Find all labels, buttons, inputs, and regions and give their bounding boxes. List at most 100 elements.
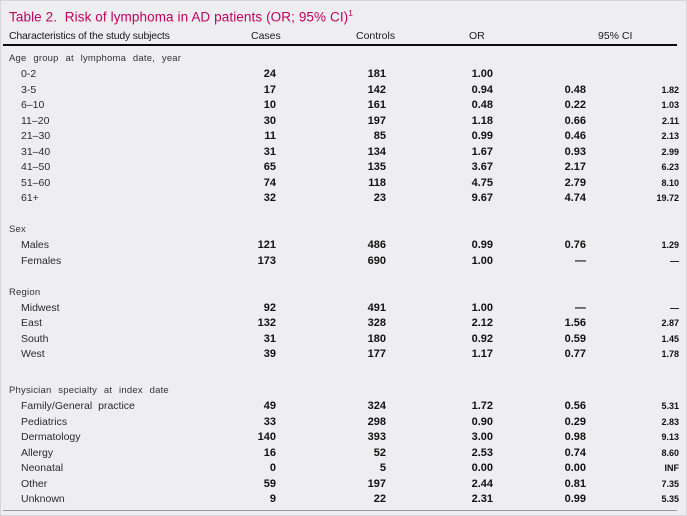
row-label: 21–30: [21, 130, 51, 143]
cell-ci-lower: —: [575, 301, 586, 314]
cell-controls: 161: [367, 99, 386, 112]
row-label: Neonatal: [21, 462, 64, 475]
cell-cases: 10: [263, 99, 276, 112]
cell-ci-upper: —: [670, 302, 679, 313]
row-label: Family/General practice: [21, 400, 135, 413]
row-label: Midwest: [21, 301, 60, 314]
cell-cases: 74: [263, 176, 276, 189]
row-label: 3-5: [21, 83, 37, 96]
cell-cases: 65: [263, 161, 276, 174]
cell-controls: 298: [367, 415, 386, 428]
row-label: South: [21, 332, 49, 345]
cell-cases: 59: [263, 477, 276, 490]
cell-controls: 197: [367, 114, 386, 127]
table-row: Neonatal 0 5 0.00 0.00 INF: [9, 461, 679, 477]
table-row: Other 59 197 2.44 0.81 7.35: [9, 476, 679, 492]
cell-ci-lower: 1.56: [564, 317, 586, 330]
row-label: 6–10: [21, 99, 45, 112]
cell-or: 2.44: [471, 477, 493, 490]
cell-ci-lower: 0.22: [564, 99, 586, 112]
cell-or: 0.00: [471, 462, 493, 475]
cell-cases: 92: [263, 301, 276, 314]
table-section: Sex Males 121 486 0.99 0.76 1.29 Females 173 690 1…: [9, 222, 679, 269]
cell-ci-upper: 2.99: [661, 146, 679, 157]
cell-ci-lower: —: [575, 254, 586, 267]
row-label: 11–20: [21, 114, 50, 127]
cell-controls: 134: [367, 145, 386, 158]
cell-cases: 30: [263, 114, 276, 127]
cell-ci-upper: 1.82: [661, 84, 679, 95]
row-label: Dermatology: [21, 431, 81, 444]
table-row: 61+ 32 23 9.67 4.74 19.72: [9, 191, 679, 207]
cell-or: 0.94: [471, 83, 493, 96]
cell-cases: 140: [257, 431, 276, 444]
cell-or: 3.00: [471, 431, 493, 444]
cell-ci-upper: 1.29: [661, 240, 679, 251]
cell-or: 1.17: [471, 348, 493, 361]
cell-or: 1.00: [471, 254, 493, 267]
cell-ci-upper: 2.83: [661, 416, 679, 427]
cell-controls: 690: [367, 254, 386, 267]
table-title-footnote-marker: 1: [348, 8, 354, 18]
table-row: West 39 177 1.17 0.77 1.78: [9, 347, 679, 363]
cell-ci-lower: 2.17: [564, 161, 586, 174]
cell-ci-lower: 0.00: [564, 462, 586, 475]
table-row: 6–10 10 161 0.48 0.22 1.03: [9, 98, 679, 114]
cell-cases: 16: [263, 446, 276, 459]
cell-or: 9.67: [471, 192, 493, 205]
table-row: 31–40 31 134 1.67 0.93 2.99: [9, 144, 679, 160]
row-label: East: [21, 317, 43, 330]
cell-cases: 33: [263, 415, 276, 428]
table-title: Table 2. Risk of lymphoma in AD patients…: [9, 8, 353, 25]
cell-cases: 121: [257, 239, 276, 252]
cell-ci-upper: 5.35: [661, 494, 679, 505]
cell-controls: 135: [367, 161, 386, 174]
cell-ci-upper: 8.10: [661, 177, 679, 188]
table-row: East 132 328 2.12 1.56 2.87: [9, 316, 679, 332]
table-body: Age group at lymphoma date, year 0-2 24 181…: [9, 51, 679, 507]
table-row: 21–30 11 85 0.99 0.46 2.13: [9, 129, 679, 145]
cell-ci-lower: 0.46: [564, 130, 586, 143]
cell-ci-lower: 0.77: [564, 348, 586, 361]
cell-cases: 132: [257, 317, 276, 330]
row-label: 51–60: [21, 176, 51, 189]
section-label: Region: [9, 286, 41, 298]
cell-or: 1.00: [471, 301, 493, 314]
row-label: Males: [21, 239, 50, 252]
column-header-ci: 95% CI: [598, 30, 633, 42]
cell-ci-upper: —: [670, 255, 679, 266]
table-row: Unknown 9 22 2.31 0.99 5.35: [9, 492, 679, 508]
cell-ci-lower: 0.66: [564, 114, 586, 127]
table-row: 3-5 17 142 0.94 0.48 1.82: [9, 82, 679, 98]
cell-or: 0.48: [471, 99, 493, 112]
bottom-rule: [3, 510, 677, 511]
cell-controls: 22: [373, 493, 386, 506]
cell-ci-lower: 0.56: [564, 400, 586, 413]
cell-ci-lower: 0.81: [564, 477, 586, 490]
column-header-characteristics: Characteristics of the study subjects: [9, 30, 170, 42]
cell-ci-lower: 0.59: [564, 332, 586, 345]
table-row: Midwest 92 491 1.00 — —: [9, 300, 679, 316]
table-row: Family/General practice 49 324 1.72 0.56 5.31: [9, 399, 679, 415]
row-label: Other: [21, 477, 48, 490]
table-title-text: Table 2. Risk of lymphoma in AD patients…: [9, 9, 349, 25]
cell-or: 1.72: [471, 400, 493, 413]
table-row: Pediatrics 33 298 0.90 0.29 2.83: [9, 414, 679, 430]
cell-controls: 180: [367, 332, 386, 345]
cell-controls: 177: [367, 348, 386, 361]
table-section: Age group at lymphoma date, year 0-2 24 181…: [9, 51, 679, 206]
cell-controls: 85: [373, 130, 386, 143]
cell-or: 4.75: [471, 176, 493, 189]
cell-ci-lower: 0.99: [564, 493, 586, 506]
table-row: 0-2 24 181 1.00: [9, 67, 679, 83]
section-label: Physician specialty at index date: [9, 385, 169, 396]
cell-ci-lower: 4.74: [564, 192, 586, 205]
cell-or: 1.67: [471, 145, 493, 158]
cell-cases: 31: [263, 145, 276, 158]
cell-cases: 31: [263, 332, 276, 345]
table-row: 11–20 30 197 1.18 0.66 2.11: [9, 113, 679, 129]
cell-or: 0.92: [471, 332, 493, 345]
cell-controls: 118: [368, 176, 386, 189]
cell-ci-upper: 2.11: [661, 115, 679, 126]
